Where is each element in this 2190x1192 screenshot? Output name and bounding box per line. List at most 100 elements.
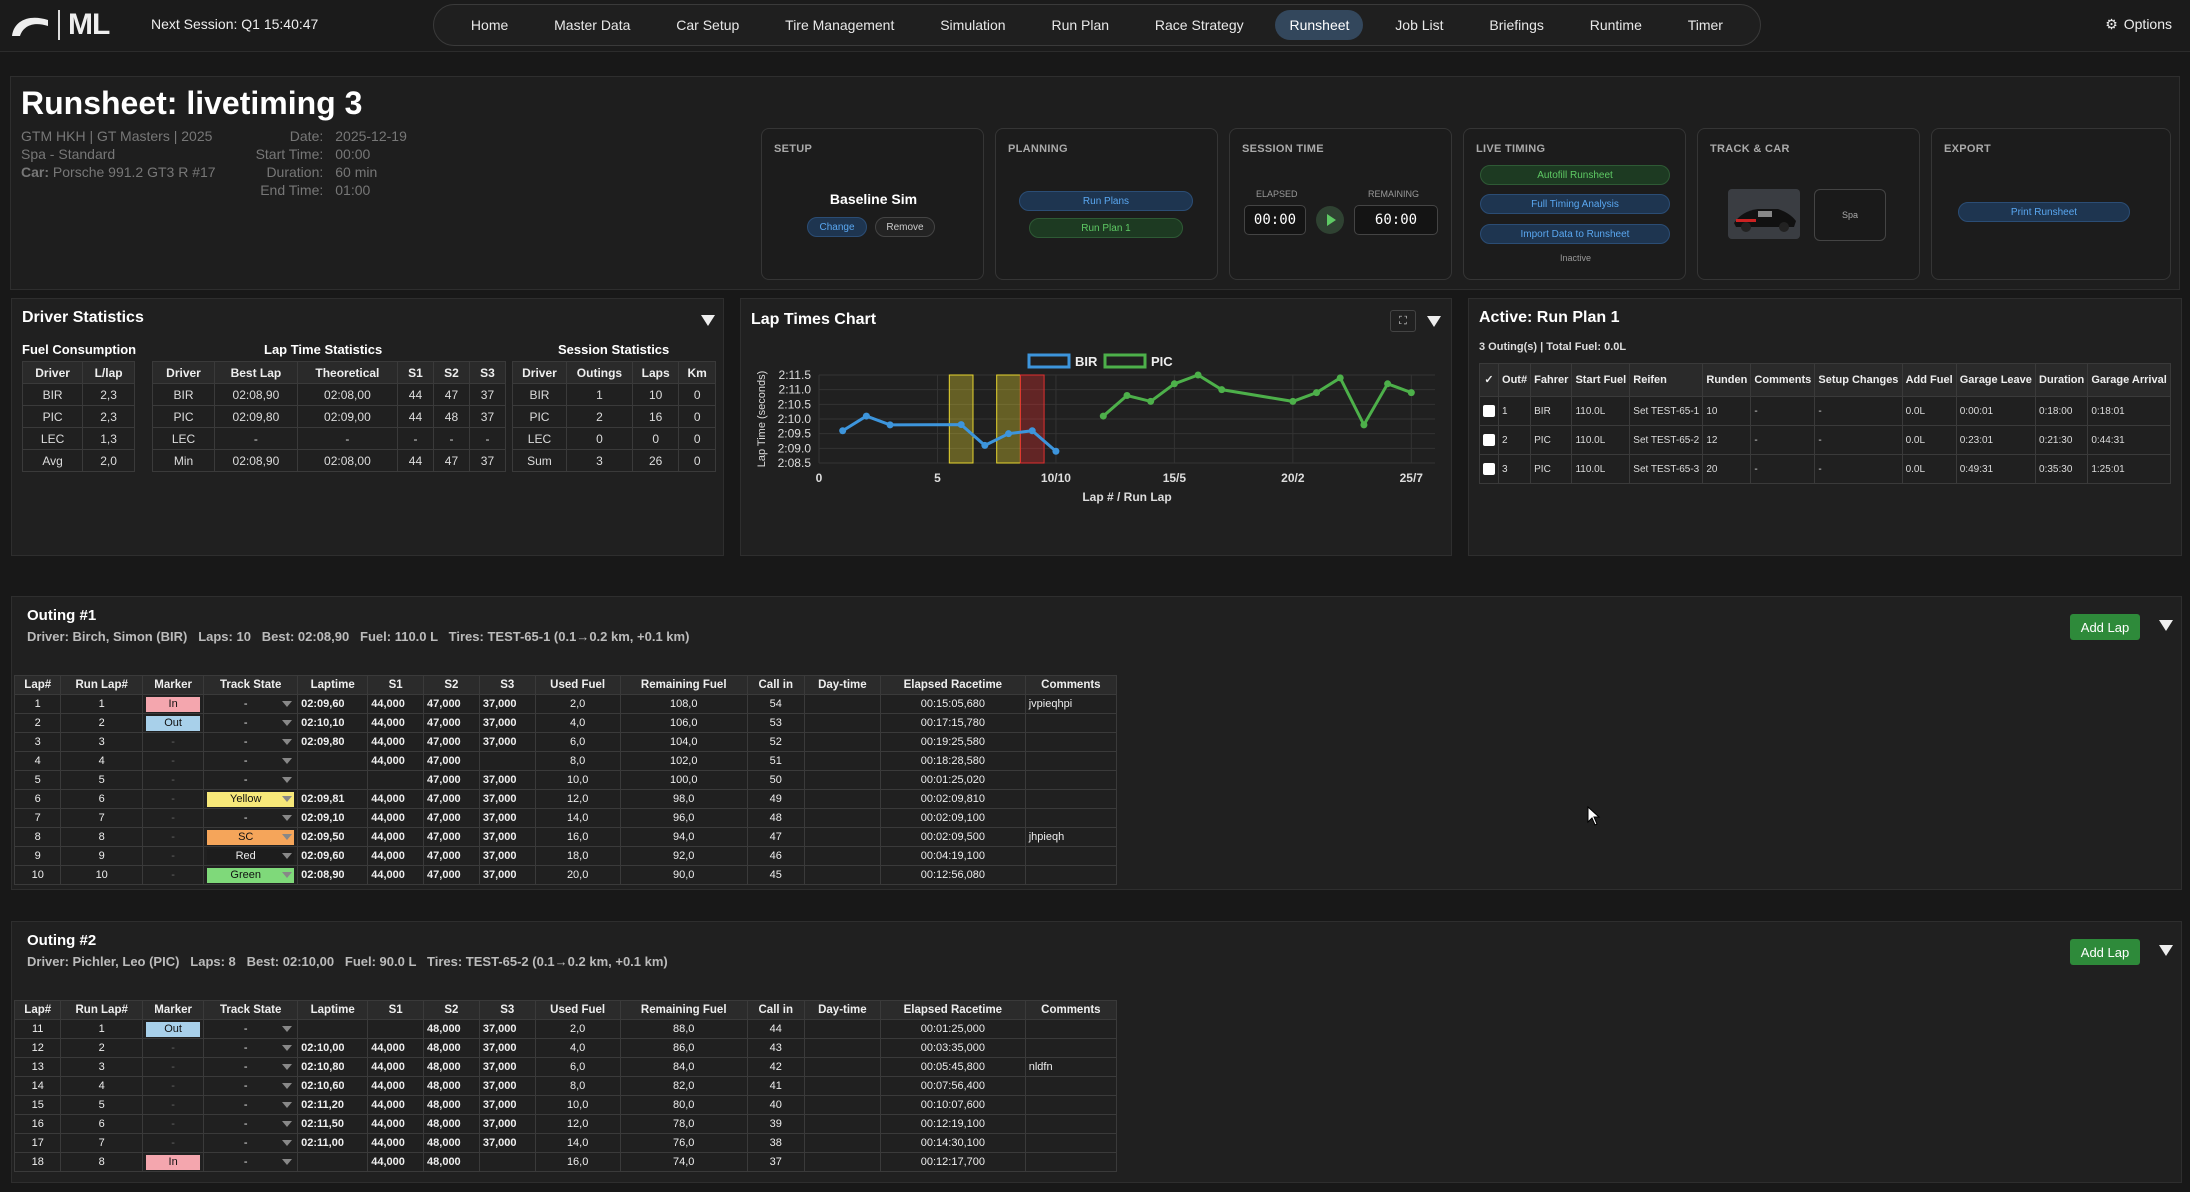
row-checkbox[interactable] <box>1478 454 1500 484</box>
nav-runtime[interactable]: Runtime <box>1589 17 1642 33</box>
track-state-select[interactable]: Green <box>203 865 299 885</box>
comment-cell[interactable] <box>1024 732 1118 752</box>
track-state-select[interactable]: - <box>203 732 299 752</box>
options-button[interactable]: ⚙ Options <box>2105 16 2172 33</box>
marker-cell[interactable]: In <box>141 694 205 714</box>
checkbox[interactable] <box>1483 463 1496 475</box>
table-cell: 44,000 <box>367 1114 425 1134</box>
add-lap-button-1[interactable]: Add Lap <box>2070 614 2140 640</box>
marker-cell[interactable]: Out <box>141 713 205 733</box>
add-lap-button-2[interactable]: Add Lap <box>2070 939 2140 965</box>
track-state-select[interactable]: - <box>203 1076 299 1096</box>
data-point <box>1313 389 1321 397</box>
comment-cell[interactable]: jvpieqhpi <box>1024 694 1118 714</box>
comment-cell[interactable] <box>1024 751 1118 771</box>
marker-cell[interactable]: - <box>141 1038 205 1058</box>
marker-cell[interactable]: In <box>141 1152 205 1172</box>
nav-race-strategy[interactable]: Race Strategy <box>1154 17 1244 33</box>
marker-cell[interactable]: - <box>141 1095 205 1115</box>
track-state-select[interactable]: - <box>203 713 299 733</box>
nav-run-plan[interactable]: Run Plan <box>1051 17 1110 33</box>
marker-cell[interactable]: - <box>141 770 205 790</box>
comment-cell[interactable] <box>1024 846 1118 866</box>
brand-icon <box>12 17 48 36</box>
marker-cell[interactable]: - <box>141 865 205 885</box>
row-checkbox[interactable] <box>1478 396 1500 426</box>
track-state-select[interactable]: - <box>203 808 299 828</box>
run-plan-1-button[interactable]: Run Plan 1 <box>1029 218 1183 238</box>
car-image <box>1728 189 1800 239</box>
comment-cell[interactable]: nldfn <box>1024 1057 1118 1077</box>
comment-cell[interactable] <box>1024 770 1118 790</box>
collapse-chart-icon[interactable] <box>1427 316 1441 327</box>
marker-cell[interactable]: Out <box>141 1019 205 1039</box>
nav-runsheet[interactable]: Runsheet <box>1275 10 1364 40</box>
track-state-select[interactable]: - <box>203 1133 299 1153</box>
track-state-select[interactable]: - <box>203 1019 299 1039</box>
logo[interactable]: ML <box>10 8 110 42</box>
collapse-outing-2-icon[interactable] <box>2159 945 2173 956</box>
track-state-select[interactable]: - <box>203 1152 299 1172</box>
remove-setup-button[interactable]: Remove <box>875 217 935 237</box>
change-setup-button[interactable]: Change <box>807 217 867 237</box>
comment-cell[interactable] <box>1024 865 1118 885</box>
comment-cell[interactable] <box>1024 1133 1118 1153</box>
runsheet-header: Runsheet: livetiming 3 GTM HKH | GT Mast… <box>10 76 2180 290</box>
marker-cell[interactable]: - <box>141 732 205 752</box>
autofill-button[interactable]: Autofill Runsheet <box>1480 165 1670 185</box>
import-data-button[interactable]: Import Data to Runsheet <box>1480 224 1670 244</box>
comment-cell[interactable] <box>1024 1076 1118 1096</box>
data-point <box>1005 430 1013 438</box>
comment-cell[interactable] <box>1024 789 1118 809</box>
marker-cell[interactable]: - <box>141 1133 205 1153</box>
track-state-value: - <box>243 717 248 729</box>
nav-car-setup[interactable]: Car Setup <box>676 17 740 33</box>
full-timing-button[interactable]: Full Timing Analysis <box>1480 194 1670 214</box>
marker-cell[interactable]: - <box>141 827 205 847</box>
track-state-select[interactable]: - <box>203 1114 299 1134</box>
nav-simulation[interactable]: Simulation <box>940 17 1006 33</box>
track-state-select[interactable]: - <box>203 1038 299 1058</box>
nav-timer[interactable]: Timer <box>1687 17 1723 33</box>
comment-cell[interactable] <box>1024 1095 1118 1115</box>
marker-cell[interactable]: - <box>141 846 205 866</box>
marker-cell[interactable]: - <box>141 1114 205 1134</box>
data-point <box>886 421 894 429</box>
collapse-driver-stats-icon[interactable] <box>701 315 715 326</box>
track-state-select[interactable]: - <box>203 1057 299 1077</box>
print-runsheet-button[interactable]: Print Runsheet <box>1958 202 2130 222</box>
comment-cell[interactable]: jhpieqh <box>1024 827 1118 847</box>
row-checkbox[interactable] <box>1478 425 1500 455</box>
comment-cell[interactable] <box>1024 1114 1118 1134</box>
play-button[interactable] <box>1316 206 1344 234</box>
marker-cell[interactable]: - <box>141 808 205 828</box>
comment-cell[interactable] <box>1024 1152 1118 1172</box>
comment-cell[interactable] <box>1024 713 1118 733</box>
caution-band <box>1019 374 1045 464</box>
marker-cell[interactable]: - <box>141 751 205 771</box>
nav-briefings[interactable]: Briefings <box>1489 17 1544 33</box>
nav-master-data[interactable]: Master Data <box>554 17 631 33</box>
checkbox[interactable] <box>1483 405 1496 417</box>
comment-cell[interactable] <box>1024 808 1118 828</box>
nav-home[interactable]: Home <box>470 17 509 33</box>
fullscreen-button[interactable]: ⛶ <box>1390 310 1416 332</box>
nav-job-list[interactable]: Job List <box>1395 17 1444 33</box>
comment-cell[interactable] <box>1024 1019 1118 1039</box>
live-status: Inactive <box>1559 253 1592 263</box>
marker-cell[interactable]: - <box>141 1057 205 1077</box>
track-state-select[interactable]: Red <box>203 846 299 866</box>
track-state-select[interactable]: - <box>203 1095 299 1115</box>
track-state-select[interactable]: Yellow <box>203 789 299 809</box>
track-state-select[interactable]: - <box>203 751 299 771</box>
comment-cell[interactable] <box>1024 1038 1118 1058</box>
marker-cell[interactable]: - <box>141 789 205 809</box>
track-state-select[interactable]: - <box>203 694 299 714</box>
track-state-select[interactable]: - <box>203 770 299 790</box>
collapse-outing-1-icon[interactable] <box>2159 620 2173 631</box>
run-plans-button[interactable]: Run Plans <box>1019 191 1193 211</box>
nav-tire-management[interactable]: Tire Management <box>785 17 895 33</box>
checkbox[interactable] <box>1483 434 1496 446</box>
track-state-select[interactable]: SC <box>203 827 299 847</box>
marker-cell[interactable]: - <box>141 1076 205 1096</box>
